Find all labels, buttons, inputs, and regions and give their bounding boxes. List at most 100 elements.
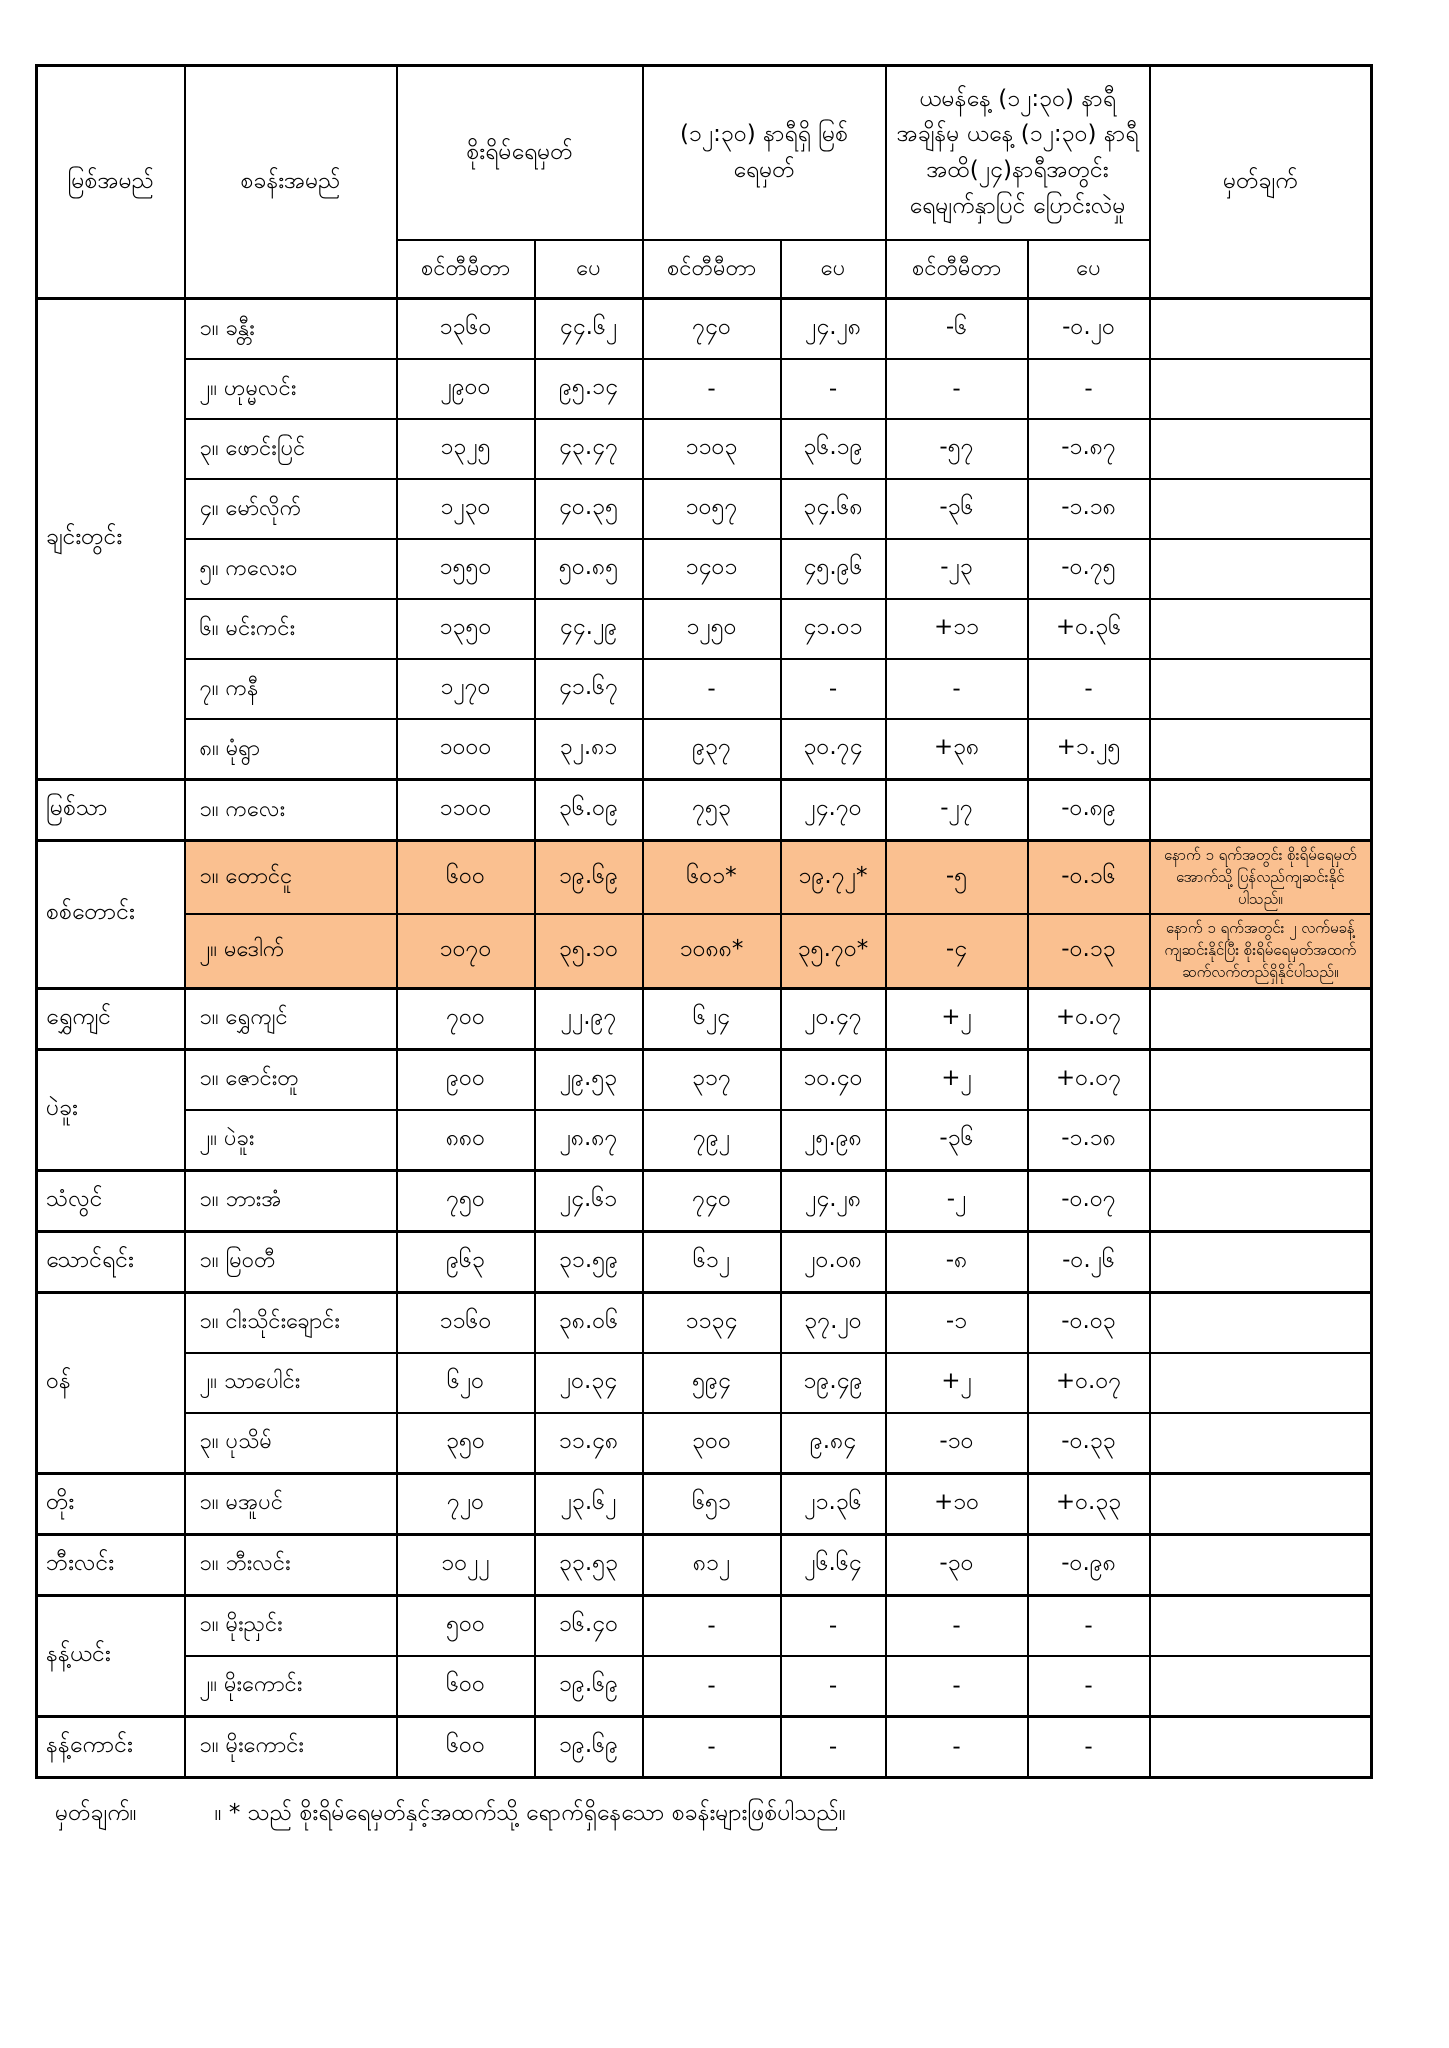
current-level-ft-cell: ၂၀.၀၈ [779, 1229, 887, 1293]
current-level-cm-cell: ၆၀၁* [641, 839, 782, 916]
current-level-cm-cell: - [641, 658, 782, 720]
current-level-ft-cell: ၃၆.၁၉ [779, 418, 887, 480]
current-level-cm-cell: - [641, 1654, 782, 1717]
remark-cell [1148, 778, 1373, 842]
current-level-ft-cell: ၄၅.၉၆ [779, 538, 887, 600]
current-level-ft-cell: ၂၅.၉၈ [779, 1108, 887, 1171]
change-24h-cm-cell: -၂၃ [884, 538, 1029, 600]
danger-level-ft-cell: ၂၃.၆၂ [533, 1471, 644, 1535]
header-row-main: မြစ်အမည် စခန်းအမည် စိုးရိမ်ရေမှတ် (၁၂:၃၀… [35, 64, 1373, 300]
danger-level-ft-cell: ၂၈.၈၇ [533, 1108, 644, 1171]
change-24h-cm-cell: - [884, 358, 1029, 420]
header-unit-cm-current: စင်တီမီတာ [641, 239, 782, 300]
danger-level-ft-cell: ၉၅.၁၄ [533, 358, 644, 420]
danger-level-ft-cell: ၂၄.၆၁ [533, 1168, 644, 1232]
change-24h-cm-cell: -၄ [884, 913, 1029, 989]
header-unit-cm-change: စင်တီမီတာ [884, 239, 1029, 300]
current-level-cm-cell: ၇၉၂ [641, 1108, 782, 1171]
header-unit-ft-danger: ပေ [533, 239, 644, 300]
river-name-cell: သောင်ရင်း [35, 1229, 186, 1293]
change-24h-cm-cell: - [884, 658, 1029, 720]
danger-level-ft-cell: ၃၁.၅၉ [533, 1229, 644, 1293]
table-row: ၆။ မင်းကင်း ၁၃၅၀ ၄၄.၂၉ ၁၂၅၀ ၄၁.၀၁ +၁၁ +၀.၃၆ [37, 598, 1373, 660]
table-row: ၈။ မုံရွာ ၁၀၀၀ ၃၂.၈၁ ၉၃၇ ၃၀.၇၄ +၃၈ +၁.၂၅ [37, 718, 1373, 781]
danger-level-cm-cell: ၁၅၅၀ [395, 538, 536, 600]
header-remark: မှတ်ချက် [1148, 64, 1373, 300]
remark-cell [1148, 1290, 1373, 1354]
remark-cell [1148, 1229, 1373, 1293]
remark-cell [1148, 1047, 1373, 1111]
station-name-cell: ၄။ မော်လိုက် [183, 478, 398, 540]
remark-cell: နောက် ၁ ရက်အတွင်း စိုးရိမ်ရေမှတ်အောက်သို… [1148, 839, 1373, 916]
danger-level-ft-cell: ၃၂.၈၁ [533, 718, 644, 781]
change-24h-ft-cell: - [1026, 658, 1151, 720]
danger-level-cm-cell: ၆၀၀ [395, 1714, 536, 1778]
danger-level-ft-cell: ၁၁.၄၈ [533, 1411, 644, 1474]
change-24h-ft-cell: -၀.၀၃ [1026, 1290, 1151, 1354]
table-row: ၄။ မော်လိုက် ၁၂၃၀ ၄၀.၃၅ ၁၀၅၇ ၃၄.၆၈ -၃၆ -၁.၁၈ [37, 478, 1373, 540]
change-24h-ft-cell: +၀.၀၇ [1026, 1351, 1151, 1414]
change-24h-ft-cell: - [1026, 358, 1151, 420]
table-row: ၂။ ဟုမ္မလင်း ၂၉၀၀ ၉၅.၁၄- - - - [37, 358, 1373, 420]
station-name-cell: ၂။ မိုးကောင်း [183, 1654, 398, 1717]
river-name-cell: နန့်ယင်း [35, 1593, 186, 1717]
station-name-cell: ၈။ မုံရွာ [183, 718, 398, 781]
danger-level-cm-cell: ၁၀၂၂ [395, 1532, 536, 1596]
river-name-cell: သံလွင် [35, 1168, 186, 1232]
header-unit-cm-danger: စင်တီမီတာ [395, 239, 536, 300]
table-row: ၇။ ကနီ ၁၂၇၀ ၄၁.၆၇- - - - [37, 658, 1373, 720]
change-24h-cm-cell: -၁၀ [884, 1411, 1029, 1474]
change-24h-cm-cell: - [884, 1714, 1029, 1778]
document-page: မြစ်အမည် စခန်းအမည် စိုးရိမ်ရေမှတ် (၁၂:၃၀… [35, 64, 1375, 1829]
current-level-ft-cell: ၁၉.၄၉ [779, 1351, 887, 1414]
table-row: ၂။ ပဲခူး ၈၈၀ ၂၈.၈၇ ၇၉၂ ၂၅.၉၈ -၃၆ -၁.၁၈ [37, 1108, 1373, 1171]
current-level-ft-cell: ၄၁.၀၁ [779, 598, 887, 660]
danger-level-cm-cell: ၁၃၆၀ [395, 297, 536, 360]
current-level-ft-cell: ၂၆.၆၄ [779, 1532, 887, 1596]
station-name-cell: ၁။ ဇောင်းတူ [183, 1047, 398, 1111]
current-level-ft-cell: ၂၀.၄၇ [779, 986, 887, 1050]
river-name-cell: မြစ်သာ [35, 778, 186, 842]
change-24h-ft-cell: - [1026, 1714, 1151, 1778]
current-level-cm-cell: ၇၄၀ [641, 297, 782, 360]
change-24h-cm-cell: -၁ [884, 1290, 1029, 1354]
current-level-cm-cell: ၈၁၂ [641, 1532, 782, 1596]
danger-level-cm-cell: ၇၂၀ [395, 1471, 536, 1535]
river-water-level-table: မြစ်အမည် စခန်းအမည် စိုးရိမ်ရေမှတ် (၁၂:၃၀… [35, 64, 1374, 1779]
header-change-24h: ယမန်နေ့ (၁၂:၃၀) နာရီ အချိန်မှ ယနေ့ (၁၂:၃… [884, 64, 1151, 241]
table-row: ပဲခူး ၁။ ဇောင်းတူ ၉၀၀ ၂၉.၅၃ ၃၁၇ ၁၀.၄၀ +၂ +၀.၀၇ [35, 1047, 1373, 1171]
current-level-cm-cell: - [641, 358, 782, 420]
current-level-cm-cell: ၃၁၇ [641, 1047, 782, 1111]
table-row: ၃။ ပုသိမ် ၃၅၀ ၁၁.၄၈ ၃၀၀ ၉.၈၄ -၁၀ -၀.၃၃ [37, 1411, 1373, 1474]
current-level-cm-cell: ၃၀၀ [641, 1411, 782, 1474]
station-name-cell: ၃။ ပုသိမ် [183, 1411, 398, 1474]
danger-level-ft-cell: ၁၉.၆၉ [533, 839, 644, 916]
remark-cell [1148, 658, 1373, 720]
table-row: ၅။ ကလေးဝ ၁၅၅၀ ၅၀.၈၅ ၁၄၀၁ ၄၅.၉၆ -၂၃ -၀.၇၅ [37, 538, 1373, 600]
current-level-cm-cell: ၇၅၃ [641, 778, 782, 842]
change-24h-ft-cell: +၀.၀၇ [1026, 986, 1151, 1050]
header-unit-ft-change: ပေ [1026, 239, 1151, 300]
current-level-ft-cell: ၂၁.၃၆ [779, 1471, 887, 1535]
danger-level-ft-cell: ၄၀.၃၅ [533, 478, 644, 540]
current-level-ft-cell: ၂၄.၂၈ [779, 297, 887, 360]
change-24h-cm-cell: -၃၀ [884, 1532, 1029, 1596]
remark-cell [1148, 478, 1373, 540]
current-level-cm-cell: ၁၄၀၁ [641, 538, 782, 600]
table-row: စစ်တောင်း ၁။ တောင်ငူ ၆၀၀ ၁၉.၆၉ ၆၀၁* ၁၉.၇၂* -၅-… [35, 839, 1373, 989]
change-24h-cm-cell: +၂ [884, 1047, 1029, 1111]
station-name-cell: ၁။ မြဝတီ [183, 1229, 398, 1293]
header-current-level: (၁၂:၃၀) နာရီရှိ မြစ်ရေမှတ် [641, 64, 887, 241]
current-level-cm-cell: ၅၉၄ [641, 1351, 782, 1414]
current-level-ft-cell: - [779, 1714, 887, 1778]
change-24h-cm-cell: -၃၆ [884, 1108, 1029, 1171]
remark-cell [1148, 538, 1373, 600]
danger-level-cm-cell: ၆၂၀ [395, 1351, 536, 1414]
change-24h-cm-cell: +၂ [884, 1351, 1029, 1414]
current-level-ft-cell: ၂၄.၇၀ [779, 778, 887, 842]
danger-level-ft-cell: ၁၆.၄၀ [533, 1593, 644, 1657]
remark-cell [1148, 1471, 1373, 1535]
danger-level-cm-cell: ၁၂၃၀ [395, 478, 536, 540]
danger-level-cm-cell: ၈၈၀ [395, 1108, 536, 1171]
change-24h-cm-cell: - [884, 1654, 1029, 1717]
